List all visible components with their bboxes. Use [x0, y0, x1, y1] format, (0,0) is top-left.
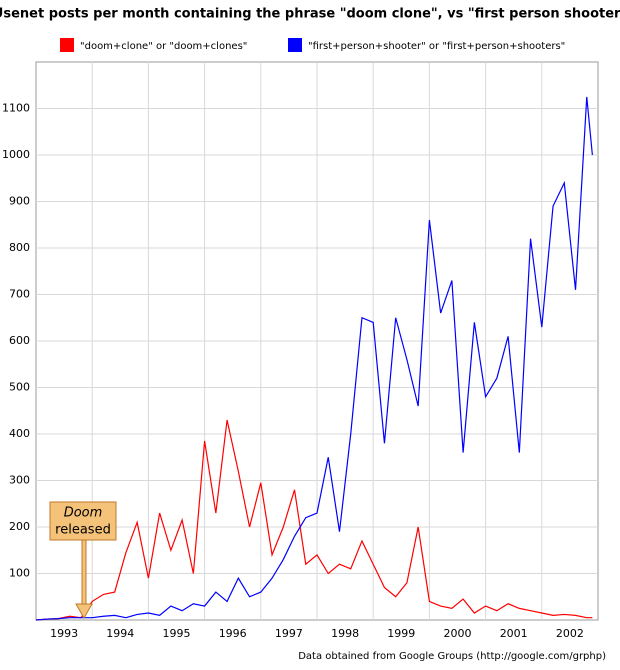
annotation-text: Doom — [64, 506, 103, 521]
y-tick-label: 500 — [9, 381, 30, 394]
legend-label: "doom+clone" or "doom+clones" — [80, 41, 247, 52]
series-line — [35, 419, 593, 621]
y-tick-label: 300 — [9, 474, 30, 487]
y-tick-label: 900 — [9, 195, 30, 208]
x-tick-label: 1999 — [387, 627, 415, 640]
annotation-box — [49, 501, 117, 541]
x-tick-label: 2001 — [500, 627, 528, 640]
x-tick-label: 1998 — [331, 627, 359, 640]
x-tick-label: 1996 — [219, 627, 247, 640]
x-tick-label: 1994 — [106, 627, 134, 640]
x-tick-label: 1997 — [275, 627, 303, 640]
y-tick-label: 100 — [9, 567, 30, 580]
x-tick-label: 1995 — [163, 627, 191, 640]
y-tick-label: 600 — [9, 334, 30, 347]
y-tick-label: 1000 — [2, 148, 30, 161]
annotation-text: released — [55, 523, 111, 538]
chart-title: Usenet posts per month containing the ph… — [0, 7, 620, 22]
y-tick-label: 400 — [9, 427, 30, 440]
y-tick-label: 200 — [9, 520, 30, 533]
footer: Data obtained from Google Groups (http:/… — [298, 651, 606, 662]
legend-label: "first+person+shooter" or "first+person+… — [308, 41, 565, 52]
legend-swatch — [60, 38, 74, 52]
series-line — [35, 96, 593, 621]
annotation: Doom released — [49, 501, 117, 620]
legend-swatch — [288, 38, 302, 52]
y-tick-label: 800 — [9, 241, 30, 254]
x-tick-label: 2002 — [556, 627, 584, 640]
y-tick-label: 700 — [9, 288, 30, 301]
y-tick-label: 1100 — [2, 102, 30, 115]
x-tick-label: 2000 — [444, 627, 472, 640]
annotation-arrow-head — [75, 603, 93, 620]
x-tick-label: 1993 — [50, 627, 78, 640]
